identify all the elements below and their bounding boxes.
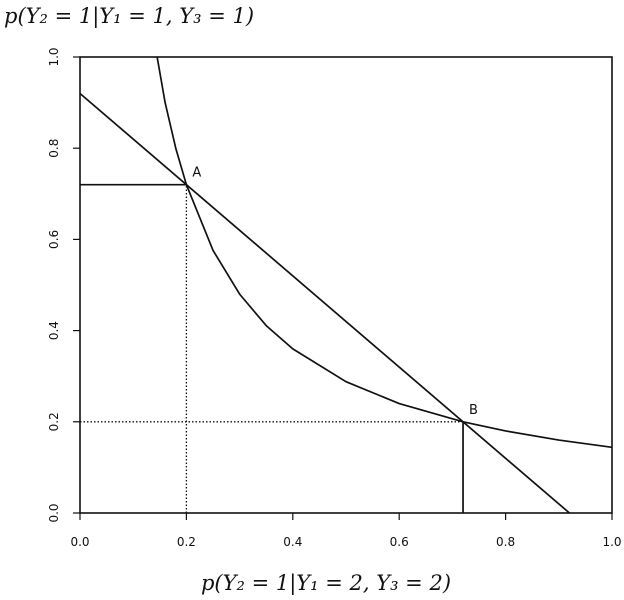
y-tick-label: 0.2	[47, 412, 61, 431]
y-tick-label: 0.6	[47, 230, 61, 249]
x-tick-label: 0.4	[283, 535, 302, 549]
annotation-layer: AB	[192, 166, 478, 418]
x-tick-label: 0.8	[496, 535, 515, 549]
x-tick-label: 0.2	[177, 535, 196, 549]
series-layer	[79, 56, 613, 514]
tick-layer: 0.0 0.2 0.4 0.6 0.8 1.0 0.0 0.2 0.4 0.6 0.8 1.0	[47, 47, 622, 549]
y-tick-label: 1.0	[47, 47, 61, 66]
y-tick-label: 0.0	[47, 503, 61, 522]
plot-frame	[79, 56, 613, 514]
point-label-a: A	[192, 166, 201, 181]
x-tick-label: 0.6	[390, 535, 409, 549]
point-label-b: B	[469, 403, 478, 418]
x-tick-label: 0.0	[70, 535, 89, 549]
y-tick-label: 0.8	[47, 139, 61, 158]
series-line-1	[156, 56, 613, 449]
x-tick-label: 1.0	[602, 535, 621, 549]
y-tick-label: 0.4	[47, 321, 61, 340]
series-line-2	[79, 92, 570, 514]
x-axis-label: p(Y₂ = 1|Y₁ = 2, Y₃ = 2)	[201, 571, 451, 596]
y-axis-label: p(Y₂ = 1|Y₁ = 1, Y₃ = 1)	[4, 4, 254, 29]
